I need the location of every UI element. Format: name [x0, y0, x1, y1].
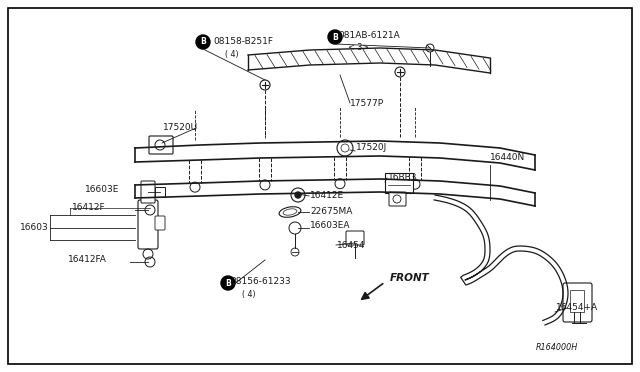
Text: 22675MA: 22675MA — [310, 208, 353, 217]
Text: 16603: 16603 — [20, 224, 49, 232]
Text: 081AB-6121A: 081AB-6121A — [338, 31, 400, 39]
Ellipse shape — [283, 209, 297, 215]
Text: 16454: 16454 — [337, 241, 365, 250]
Text: R164000H: R164000H — [536, 343, 579, 353]
Text: 16412FA: 16412FA — [68, 256, 107, 264]
Text: < 3>: < 3> — [348, 44, 369, 52]
Text: B: B — [332, 32, 338, 42]
Text: 17520J: 17520J — [356, 144, 387, 153]
Text: 16440N: 16440N — [490, 154, 525, 163]
Text: ( 4): ( 4) — [242, 291, 255, 299]
Text: FRONT: FRONT — [390, 273, 429, 283]
Text: 17520U: 17520U — [163, 124, 198, 132]
FancyBboxPatch shape — [149, 136, 173, 154]
Text: 16603E: 16603E — [85, 186, 120, 195]
Text: 16603EA: 16603EA — [310, 221, 351, 231]
Text: B: B — [225, 279, 231, 288]
Circle shape — [295, 192, 301, 198]
Circle shape — [328, 30, 342, 44]
Text: 16412E: 16412E — [310, 192, 344, 201]
FancyBboxPatch shape — [138, 200, 158, 249]
Text: 17577P: 17577P — [350, 99, 384, 108]
Text: 16BB3: 16BB3 — [388, 173, 417, 183]
Text: 08156-61233: 08156-61233 — [230, 278, 291, 286]
FancyBboxPatch shape — [346, 231, 364, 245]
Text: 16454+A: 16454+A — [556, 304, 598, 312]
Circle shape — [221, 276, 235, 290]
FancyBboxPatch shape — [570, 290, 584, 312]
FancyBboxPatch shape — [155, 187, 165, 197]
FancyBboxPatch shape — [385, 173, 413, 193]
Text: 16412F: 16412F — [72, 203, 106, 212]
FancyBboxPatch shape — [141, 181, 155, 203]
FancyBboxPatch shape — [563, 283, 592, 322]
Circle shape — [196, 35, 210, 49]
Text: B: B — [200, 38, 206, 46]
Text: ( 4): ( 4) — [225, 51, 239, 60]
Text: 08158-B251F: 08158-B251F — [213, 38, 273, 46]
FancyBboxPatch shape — [389, 192, 406, 206]
FancyBboxPatch shape — [155, 216, 165, 230]
Ellipse shape — [279, 207, 301, 217]
